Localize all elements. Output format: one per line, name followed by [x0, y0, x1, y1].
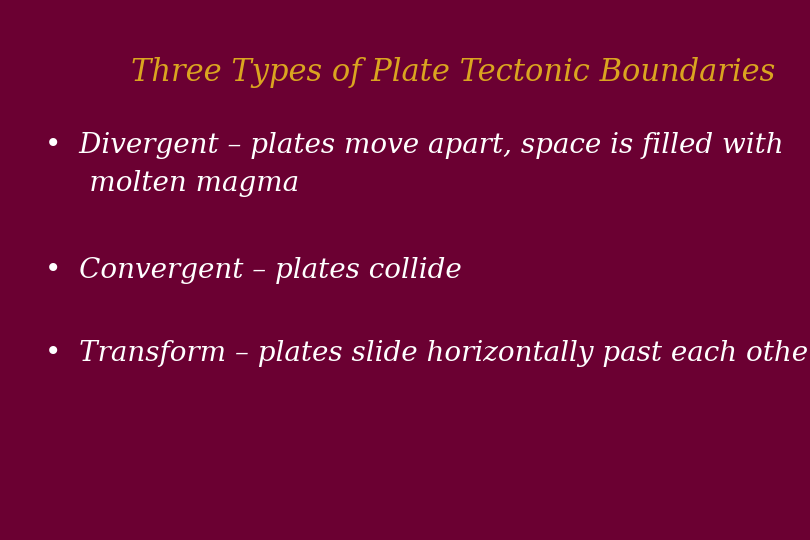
Text: Three Types of Plate Tectonic Boundaries: Three Types of Plate Tectonic Boundaries: [131, 57, 776, 89]
Text: •  Transform – plates slide horizontally past each other: • Transform – plates slide horizontally …: [45, 340, 810, 367]
Text: •  Divergent – plates move apart, space is filled with
     molten magma: • Divergent – plates move apart, space i…: [45, 132, 783, 197]
Text: •  Convergent – plates collide: • Convergent – plates collide: [45, 256, 462, 284]
